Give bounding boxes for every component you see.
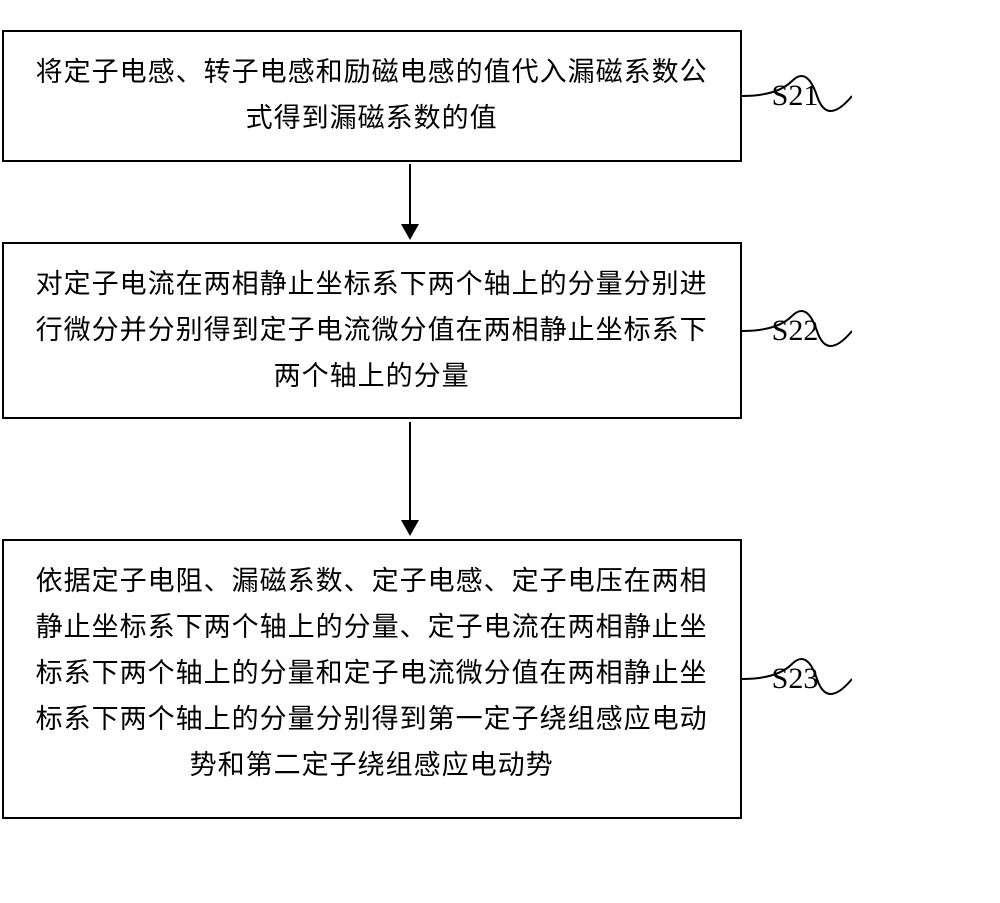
step-1-text: 将定子电感、转子电感和励磁电感的值代入漏磁系数公式得到漏磁系数的值 <box>32 50 712 142</box>
flowchart-container: 将定子电感、转子电感和励磁电感的值代入漏磁系数公式得到漏磁系数的值 S21 对定… <box>40 30 960 819</box>
curve-connector-1 <box>742 66 852 126</box>
arrow-1 <box>40 162 780 242</box>
arrow-2 <box>40 419 780 539</box>
step-1-container: 将定子电感、转子电感和励磁电感的值代入漏磁系数公式得到漏磁系数的值 S21 <box>40 30 960 162</box>
arrow-2-head <box>401 520 419 536</box>
step-2-text: 对定子电流在两相静止坐标系下两个轴上的分量分别进行微分并分别得到定子电流微分值在… <box>32 262 712 400</box>
step-3-wrapper: 依据定子电阻、漏磁系数、定子电感、定子电压在两相静止坐标系下两个轴上的分量、定子… <box>2 539 742 819</box>
step-2-container: 对定子电流在两相静止坐标系下两个轴上的分量分别进行微分并分别得到定子电流微分值在… <box>40 242 960 420</box>
arrow-2-line <box>409 422 411 522</box>
curve-connector-2 <box>742 301 852 361</box>
step-box-3: 依据定子电阻、漏磁系数、定子电感、定子电压在两相静止坐标系下两个轴上的分量、定子… <box>2 539 742 819</box>
arrow-1-line <box>409 164 411 226</box>
step-2-wrapper: 对定子电流在两相静止坐标系下两个轴上的分量分别进行微分并分别得到定子电流微分值在… <box>2 242 742 420</box>
step-box-2: 对定子电流在两相静止坐标系下两个轴上的分量分别进行微分并分别得到定子电流微分值在… <box>2 242 742 420</box>
step-3-container: 依据定子电阻、漏磁系数、定子电感、定子电压在两相静止坐标系下两个轴上的分量、定子… <box>40 539 960 819</box>
curve-connector-3 <box>742 649 852 709</box>
step-box-1: 将定子电感、转子电感和励磁电感的值代入漏磁系数公式得到漏磁系数的值 <box>2 30 742 162</box>
step-3-text: 依据定子电阻、漏磁系数、定子电感、定子电压在两相静止坐标系下两个轴上的分量、定子… <box>32 559 712 788</box>
step-1-wrapper: 将定子电感、转子电感和励磁电感的值代入漏磁系数公式得到漏磁系数的值 <box>2 30 742 162</box>
arrow-1-head <box>401 224 419 240</box>
